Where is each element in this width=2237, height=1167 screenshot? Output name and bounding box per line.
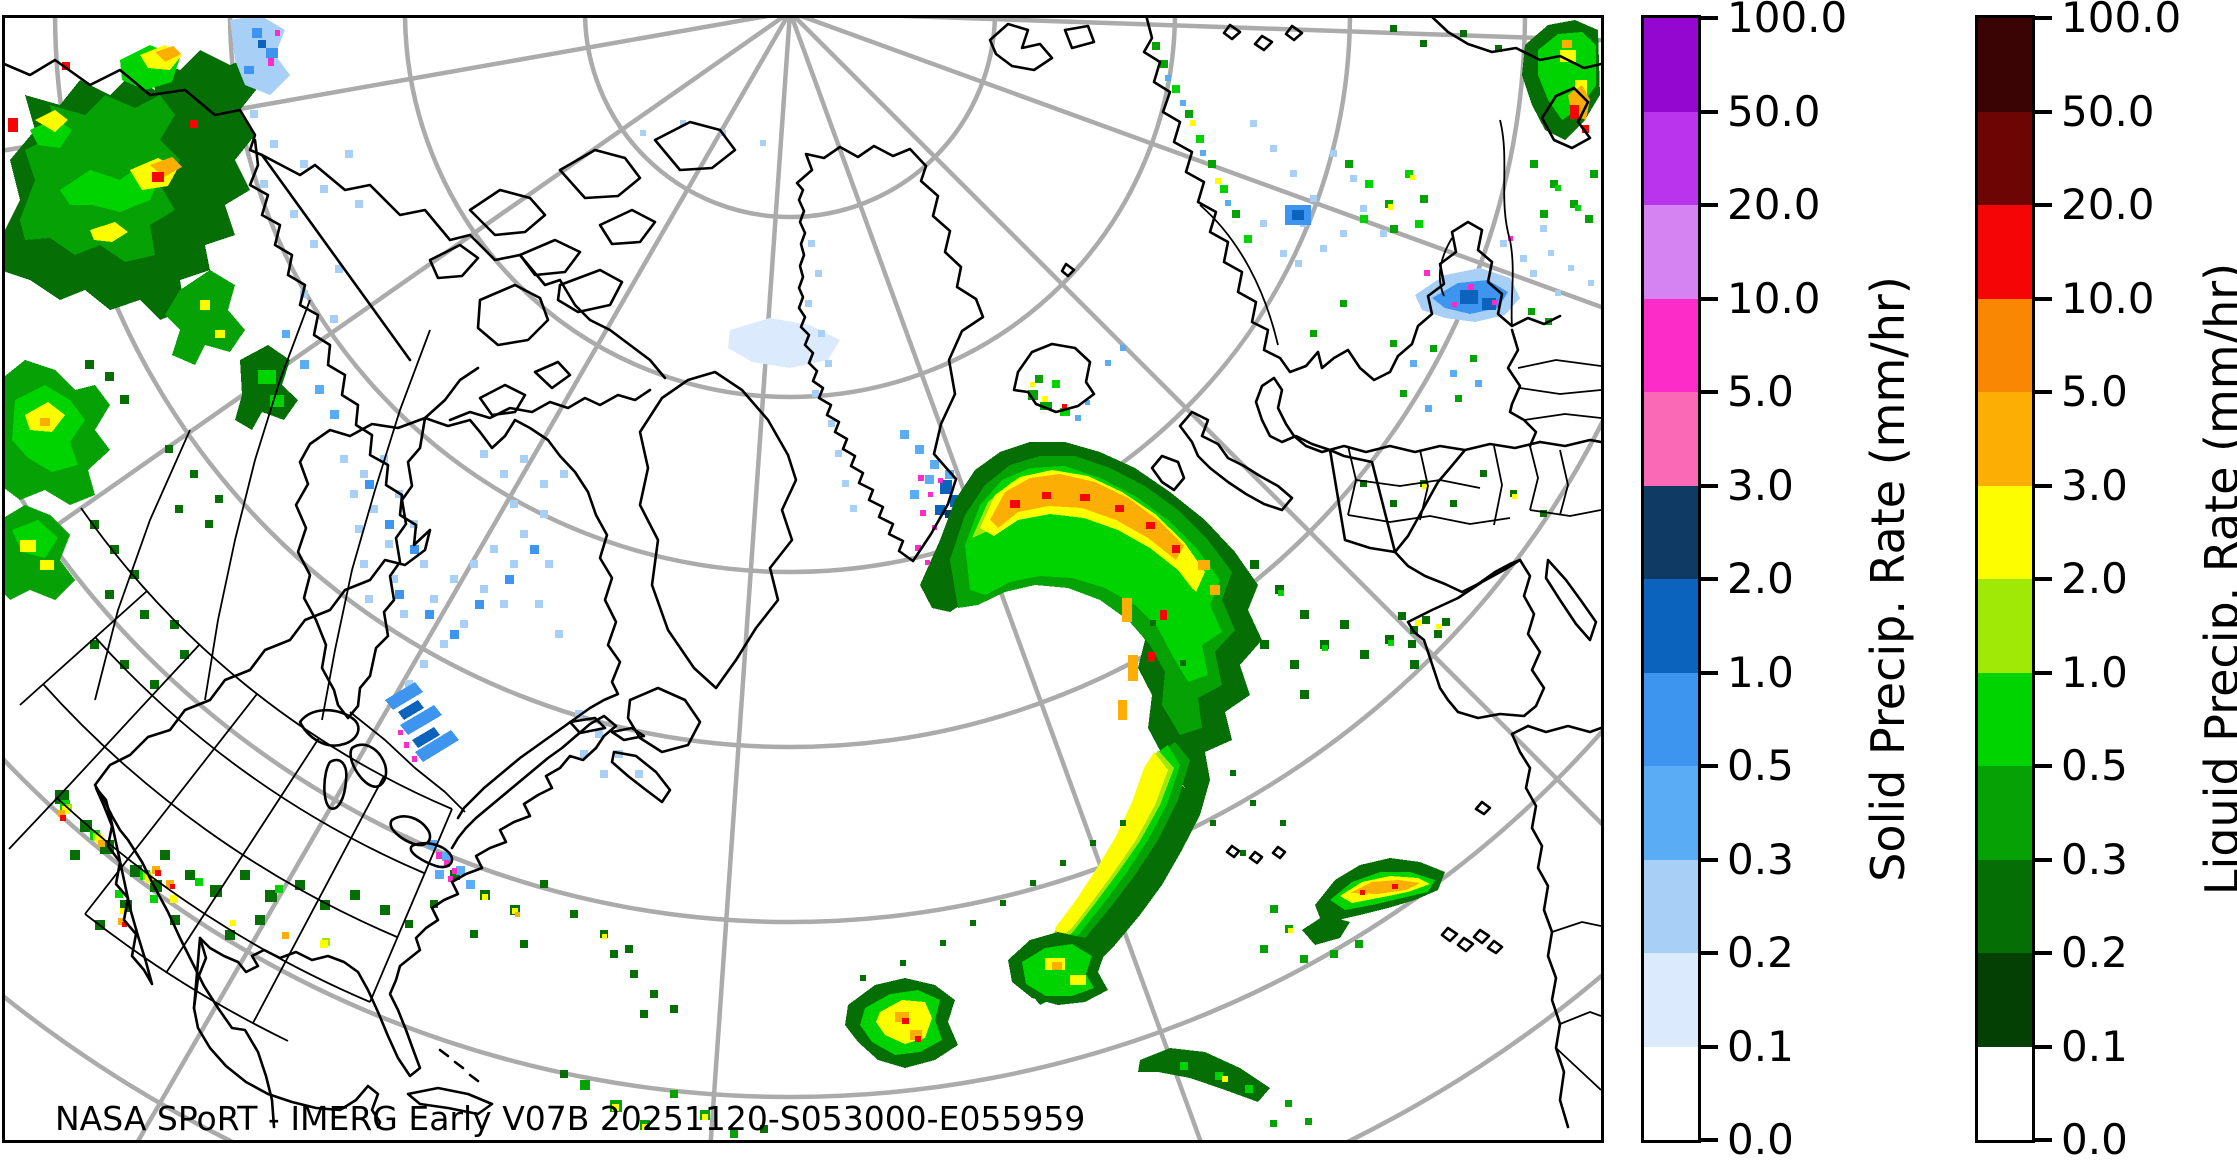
colorbar-liquid-tick-label: 20.0 <box>2061 180 2155 229</box>
colorbar-liquid-tick-label: 100.0 <box>2061 0 2182 42</box>
colorbar-liquid-segment <box>1978 1046 2032 1140</box>
map-svg: NASA SPoRT - IMERG Early V07B 20251120-S… <box>5 18 1601 1140</box>
colorbar-solid-tick-label: 1.0 <box>1727 647 1794 697</box>
colorbar-solid-tick-label: 50.0 <box>1727 86 1821 136</box>
colorbar-liquid-tick-mark <box>2035 390 2052 394</box>
colorbar-solid-segment <box>1644 1046 1698 1140</box>
colorbar-liquid-tick-mark <box>2035 670 2052 675</box>
colorbar-liquid-tick-mark <box>2035 577 2052 581</box>
colorbar-solid-tick-label: 100.0 <box>1727 0 1848 42</box>
colorbar-solid-segment <box>1644 579 1698 673</box>
colorbar-liquid-tick-label: 10.0 <box>2061 273 2155 323</box>
colorbar-liquid-tick-label: 0.0 <box>2061 1115 2128 1164</box>
colorbar-liquid-segment <box>1978 205 2032 299</box>
colorbar-solid-tick-label: 0.5 <box>1727 741 1794 790</box>
colorbar-solid-tick-label: 0.3 <box>1727 834 1794 884</box>
colorbar-solid-tick-mark <box>1701 857 1718 862</box>
colorbar-liquid-tick-mark <box>2035 483 2052 488</box>
colorbar-liquid-tick-label: 0.1 <box>2061 1021 2128 1071</box>
colorbar-solid-tick-label: 20.0 <box>1727 180 1821 229</box>
colorbar-solid-segment <box>1644 205 1698 299</box>
colorbar-solid-tick-label: 5.0 <box>1727 367 1794 416</box>
colorbar-liquid-tick-label: 1.0 <box>2061 647 2128 697</box>
colorbar-liquid-tick-mark <box>2035 109 2052 114</box>
colorbar-solid-tick-mark <box>1701 483 1718 488</box>
colorbar-liquid: 0.0 0.1 0.2 0.3 0.5 1.0 2.0 3.0 5.0 10.0 20.0 50.0 1… <box>1975 0 2237 1161</box>
colorbar-solid-segment <box>1644 672 1698 766</box>
colorbar-liquid-segment <box>1978 766 2032 860</box>
colorbar-liquid-tick-label: 50.0 <box>2061 86 2155 136</box>
colorbar-liquid-tick-label: 0.2 <box>2061 928 2128 977</box>
colorbar-solid-segment <box>1644 953 1698 1047</box>
colorbar-liquid-tick-mark <box>2035 203 2052 207</box>
colorbar-liquid-tick-mark <box>2035 296 2052 301</box>
colorbar-liquid-tick-mark <box>2035 764 2052 768</box>
colorbar-liquid-segment <box>1978 859 2032 953</box>
colorbar-solid-tick-mark <box>1701 1138 1718 1142</box>
colorbar-solid-tick-label: 0.0 <box>1727 1115 1794 1164</box>
colorbar-liquid-segment <box>1978 298 2032 392</box>
colorbar-solid: 0.0 0.1 0.2 0.3 0.5 1.0 2.0 3.0 5.0 10.0 20.0 50.0 1… <box>1641 0 1981 1161</box>
colorbar-liquid-tick-label: 0.3 <box>2061 834 2128 884</box>
colorbar-liquid-tick-mark <box>2035 951 2052 955</box>
colorbar-solid-tick-label: 3.0 <box>1727 460 1794 510</box>
colorbar-solid-tick-mark <box>1701 1044 1718 1049</box>
colorbar-solid-tick-label: 0.1 <box>1727 1021 1794 1071</box>
colorbar-solid-tick-label: 2.0 <box>1727 554 1794 603</box>
colorbar-solid-segment <box>1644 485 1698 579</box>
colorbar-solid-segment <box>1644 859 1698 953</box>
colorbar-solid-tick-mark <box>1701 577 1718 581</box>
colorbar-liquid-axis-label: Liquid Precip. Rate (mm/hr) <box>2195 262 2237 896</box>
colorbar-solid-segment <box>1644 18 1698 112</box>
colorbar-liquid-tick-mark <box>2035 1044 2052 1049</box>
map-annotation: NASA SPoRT - IMERG Early V07B 20251120-S… <box>55 1099 1085 1138</box>
colorbar-solid-tick-mark <box>1701 203 1718 207</box>
colorbar-solid-tick-mark <box>1701 16 1718 20</box>
colorbar-solid-tick-mark <box>1701 951 1718 955</box>
coastlines <box>5 18 1601 1129</box>
colorbar-liquid-segment <box>1978 485 2032 579</box>
precipitation-field <box>5 18 1600 1138</box>
colorbar-liquid-segment <box>1978 953 2032 1047</box>
colorbar-liquid-tick-label: 2.0 <box>2061 554 2128 603</box>
colorbar-solid-tick-label: 10.0 <box>1727 273 1821 323</box>
colorbar-liquid-tick-label: 0.5 <box>2061 741 2128 790</box>
political-borders <box>8 119 1601 1091</box>
colorbar-liquid-segment <box>1978 18 2032 112</box>
colorbar-liquid-tick-mark <box>2035 1138 2052 1142</box>
colorbar-solid-bar <box>1641 15 1701 1143</box>
graticule <box>5 18 1601 1140</box>
colorbar-liquid-tick-mark <box>2035 16 2052 20</box>
colorbar-solid-segment <box>1644 111 1698 205</box>
colorbar-liquid-tick-label: 3.0 <box>2061 460 2128 510</box>
colorbar-solid-axis-label: Solid Precip. Rate (mm/hr) <box>1861 276 1915 882</box>
map-frame: NASA SPoRT - IMERG Early V07B 20251120-S… <box>2 15 1604 1143</box>
colorbar-liquid-segment <box>1978 672 2032 766</box>
colorbar-liquid-tick-mark <box>2035 857 2052 862</box>
colorbar-solid-tick-mark <box>1701 390 1718 394</box>
colorbar-solid-segment <box>1644 766 1698 860</box>
colorbar-liquid-segment <box>1978 392 2032 486</box>
colorbar-solid-segment <box>1644 298 1698 392</box>
colorbar-liquid-segment <box>1978 579 2032 673</box>
colorbar-solid-segment <box>1644 392 1698 486</box>
colorbar-solid-tick-mark <box>1701 109 1718 114</box>
colorbar-solid-tick-label: 0.2 <box>1727 928 1794 977</box>
colorbar-solid-tick-mark <box>1701 764 1718 768</box>
colorbar-liquid-segment <box>1978 111 2032 205</box>
colorbar-liquid-bar <box>1975 15 2035 1143</box>
colorbar-solid-tick-mark <box>1701 670 1718 675</box>
colorbar-solid-tick-mark <box>1701 296 1718 301</box>
colorbar-liquid-tick-label: 5.0 <box>2061 367 2128 416</box>
